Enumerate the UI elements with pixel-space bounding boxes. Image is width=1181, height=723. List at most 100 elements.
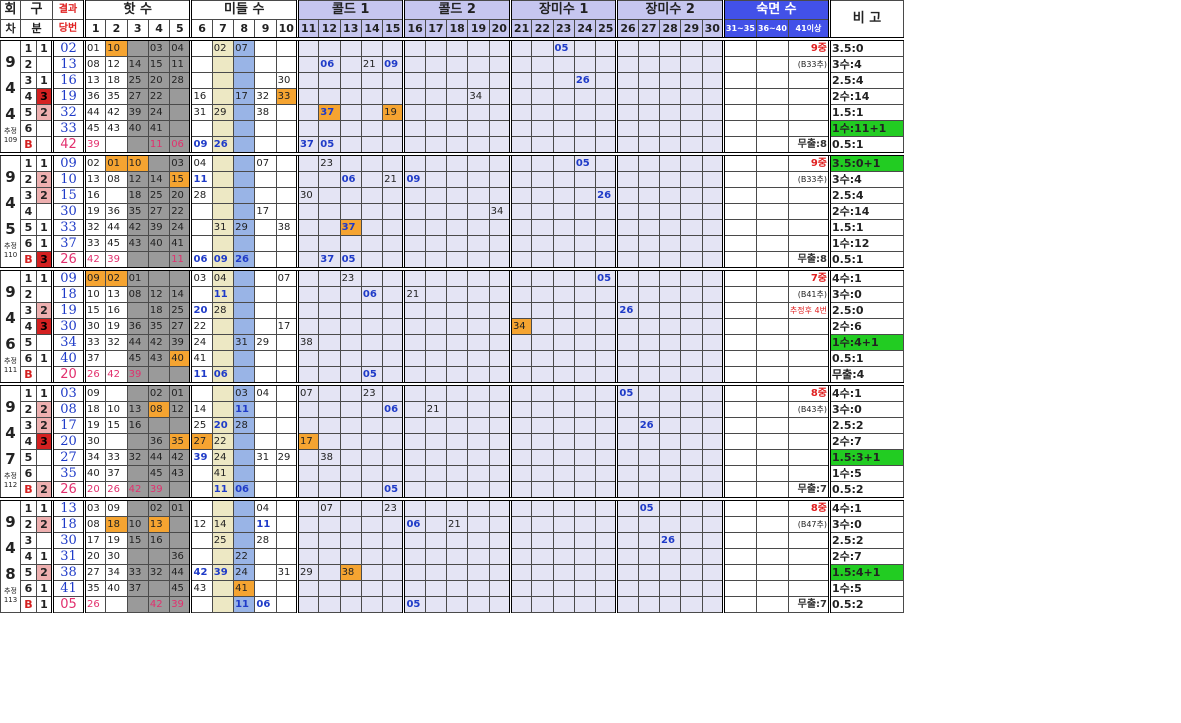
number-cell	[233, 366, 256, 385]
number-cell	[360, 465, 384, 482]
number-cell: 24	[147, 104, 171, 121]
number-cell	[637, 532, 661, 549]
number-cell	[552, 350, 575, 367]
row-index: 6	[20, 120, 37, 137]
number-cell	[211, 497, 235, 517]
number-cell: 14	[147, 171, 171, 188]
number-cell	[360, 497, 384, 517]
number-cell: 27	[126, 88, 149, 105]
number-cell	[382, 187, 405, 204]
number-cell: 05	[318, 136, 341, 155]
row-index: 1	[20, 497, 37, 517]
row-index: 2	[20, 171, 37, 188]
number-cell	[382, 465, 405, 482]
answer-number: 32	[51, 104, 85, 121]
section-mark: 2	[36, 516, 53, 533]
number-cell	[531, 187, 554, 204]
number-cell	[402, 104, 426, 121]
number-cell	[339, 382, 362, 402]
number-cell: 08	[147, 401, 171, 418]
number-cell: 35	[105, 88, 128, 105]
number-cell	[318, 596, 341, 613]
number-cell	[254, 171, 277, 188]
number-cell	[659, 56, 682, 73]
number-cell-range	[721, 401, 757, 418]
number-cell: 34	[508, 318, 533, 335]
number-cell	[531, 334, 554, 351]
number-cell-range	[755, 152, 789, 172]
number-cell	[701, 203, 724, 220]
number-cell	[615, 481, 639, 500]
number-cell: 23	[318, 152, 341, 172]
table-row: 4 3 30 30 19 36 35 27 22 17 34 2수:6	[1, 318, 904, 335]
number-cell	[360, 37, 384, 57]
number-cell	[595, 203, 618, 220]
number-cell	[615, 580, 639, 597]
answer-number: 08	[51, 401, 85, 418]
number-cell	[233, 171, 256, 188]
number-cell: 38	[254, 104, 277, 121]
answer-number: 33	[51, 219, 85, 236]
number-cell: 22	[211, 433, 235, 450]
remark-value: 3수:4	[827, 171, 904, 188]
number-cell: 01	[82, 37, 107, 57]
number-cell	[680, 88, 703, 105]
answer-number: 19	[51, 302, 85, 319]
column-header-2: 2	[105, 19, 128, 40]
section-mark: 1	[36, 267, 53, 287]
number-cell: 16	[105, 302, 128, 319]
number-cell	[446, 334, 469, 351]
number-cell: 21	[360, 56, 384, 73]
number-cell: 26	[659, 532, 682, 549]
number-cell: 16	[147, 532, 171, 549]
answer-number: 13	[51, 497, 85, 517]
number-cell: 43	[169, 465, 192, 482]
header-row-columns: 차 분 당번 1 2 3 4 5 6 7 8 9 10 11 12 13 14 15 16 17 18 19 20 21 22 2…	[0, 19, 904, 40]
table-row: 9 4 6 추정 111 1 1 09 09 02 01 03 04 07 23 05 7중 4수:1	[0, 267, 904, 385]
column-header-20: 20	[488, 19, 511, 40]
number-cell: 33	[82, 235, 107, 252]
number-cell	[659, 366, 682, 385]
number-cell	[169, 417, 192, 434]
number-cell-range	[755, 433, 789, 450]
round-digit: 5	[5, 219, 16, 238]
number-cell	[467, 516, 490, 533]
number-cell	[680, 56, 703, 73]
column-header-33: 41이상	[787, 19, 830, 40]
number-cell: 39	[147, 219, 171, 236]
number-cell	[680, 350, 703, 367]
number-cell	[680, 433, 703, 450]
number-cell-range	[721, 203, 757, 220]
number-cell-range	[721, 120, 757, 137]
number-cell	[488, 465, 511, 482]
number-cell	[552, 580, 575, 597]
round-note-num: 112	[3, 480, 18, 489]
number-cell: 13	[82, 72, 107, 89]
number-cell	[659, 88, 682, 105]
number-cell	[467, 433, 490, 450]
table-row: 9 4 7 추정 112 1 1 03 09 02 01 03 04 07 23 05 8중 4수:1	[0, 382, 904, 500]
number-cell: 20	[82, 548, 107, 565]
round-note: 추정	[4, 126, 17, 135]
answer-number: 20	[51, 366, 85, 385]
number-cell	[360, 401, 384, 418]
round-digit: 7	[5, 449, 16, 468]
number-cell	[189, 56, 213, 73]
number-cell: 14	[169, 286, 192, 303]
number-cell	[552, 88, 575, 105]
section-mark	[36, 532, 53, 549]
row-index: 4	[20, 548, 37, 565]
number-cell	[360, 251, 384, 270]
row-index: 1	[20, 267, 37, 287]
number-cell	[701, 417, 724, 434]
number-cell	[701, 88, 724, 105]
number-cell	[488, 334, 511, 351]
number-cell: 23	[339, 267, 362, 287]
column-header-18: 18	[446, 19, 469, 40]
number-cell	[275, 548, 298, 565]
number-cell	[126, 465, 149, 482]
number-cell	[659, 497, 682, 517]
rose2-group-header: 장미수 2	[615, 0, 724, 20]
